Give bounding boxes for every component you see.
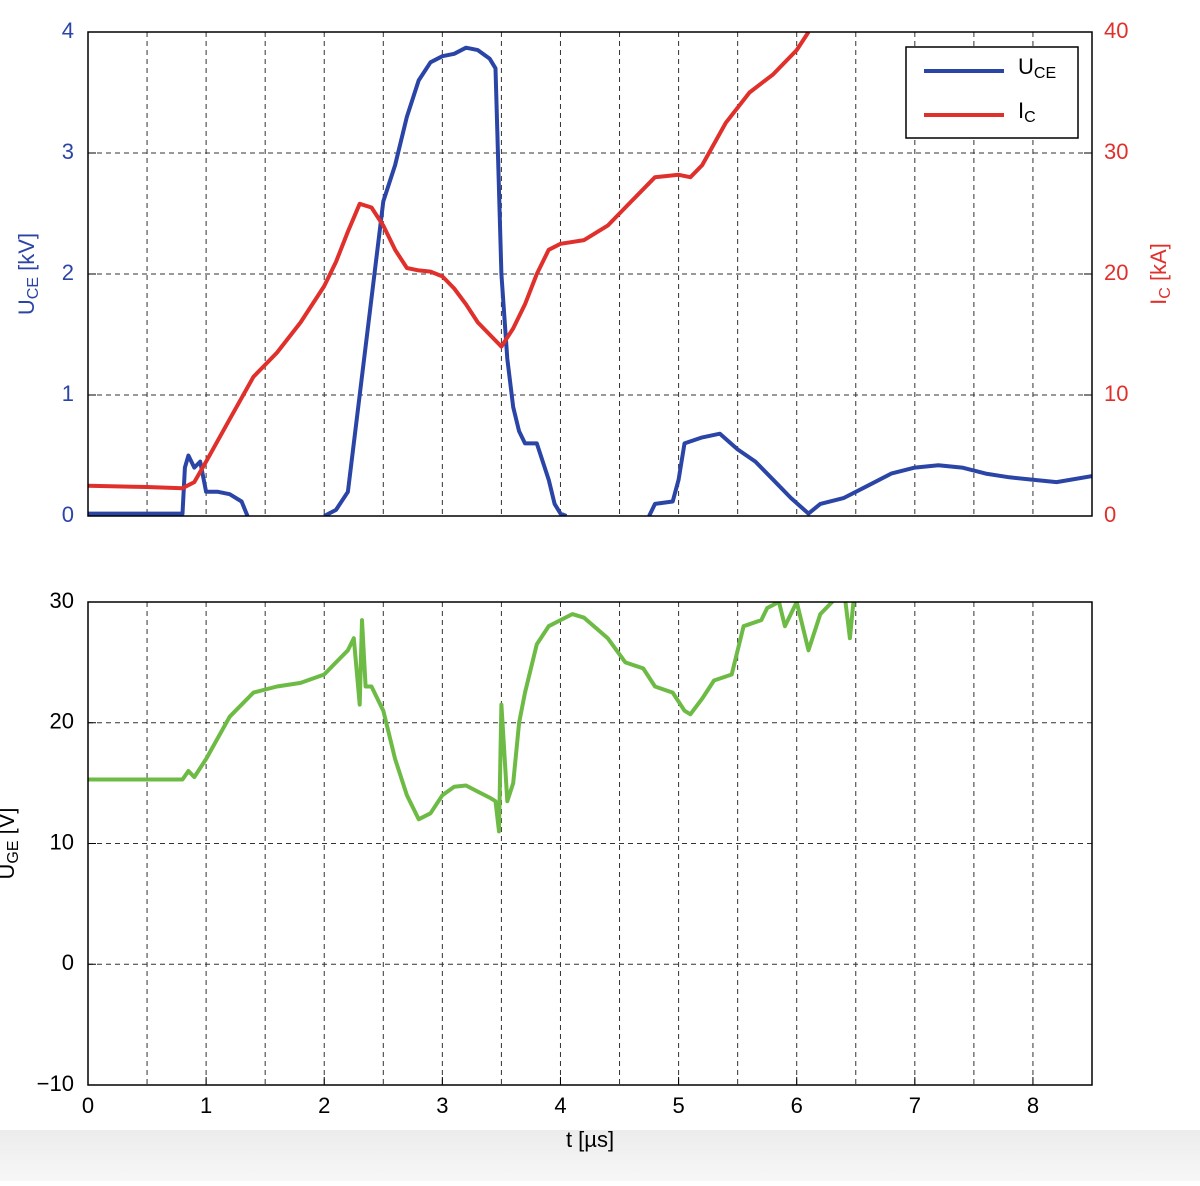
y2-axis-label: IC [kA] [1146,243,1174,305]
x-tick-label: 6 [791,1093,803,1118]
x-tick-label: 2 [318,1093,330,1118]
y-tick-label: 30 [50,588,74,613]
footer-band [0,1130,1200,1181]
legend-label: UCE [1018,54,1056,82]
y2-tick-label: 30 [1104,139,1128,164]
x-tick-label: 7 [909,1093,921,1118]
x-tick-label: 3 [436,1093,448,1118]
x-tick-label: 4 [554,1093,566,1118]
legend-box [905,46,1079,139]
y-axis-label: UCE [kV] [14,233,42,315]
plot-area [88,602,856,834]
plot-area [88,32,1092,516]
y-tick-label: 0 [62,502,74,527]
y-tick-label: 10 [50,829,74,854]
y-axis-label: UGE [V] [0,807,22,879]
x-tick-label: 1 [200,1093,212,1118]
series-line [88,32,811,491]
y2-tick-label: 20 [1104,260,1128,285]
y2-tick-label: 10 [1104,381,1128,406]
y2-tick-label: 0 [1104,502,1116,527]
y-tick-label: 1 [62,381,74,406]
legend-label: IC [1018,98,1036,126]
x-tick-label: 8 [1027,1093,1039,1118]
plot-frame [87,601,1093,1086]
y-tick-label: 3 [62,139,74,164]
y-tick-label: 2 [62,260,74,285]
y-tick-label: 20 [50,709,74,734]
x-axis-label: t [µs] [566,1127,614,1152]
y-tick-label: 0 [62,950,74,975]
y-tick-label: −10 [37,1071,74,1096]
y2-tick-label: 40 [1104,18,1128,43]
plot-frame [87,31,1093,517]
series-line [88,602,856,834]
series-line [88,45,1092,516]
x-tick-label: 5 [672,1093,684,1118]
x-tick-label: 0 [82,1093,94,1118]
y-tick-label: 4 [62,18,74,43]
